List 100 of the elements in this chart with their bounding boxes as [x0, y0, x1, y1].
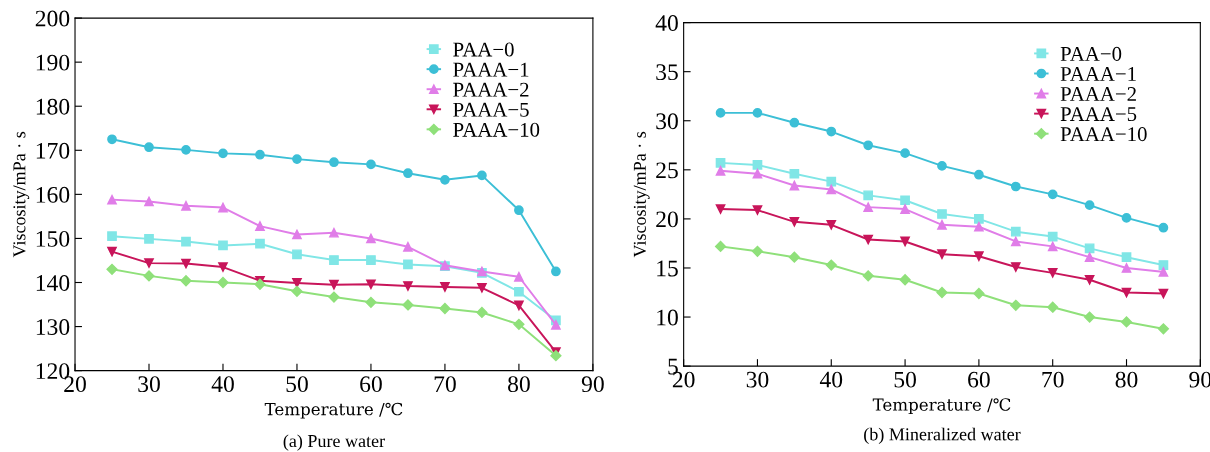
legend-label: PAAA−5	[1060, 107, 1137, 122]
point	[366, 233, 376, 244]
point	[292, 249, 302, 260]
legend-label: PAA−0	[453, 42, 514, 57]
point	[863, 140, 874, 151]
point	[144, 258, 154, 268]
point	[440, 174, 450, 185]
point	[218, 240, 228, 251]
point	[291, 285, 303, 297]
point	[715, 108, 726, 118]
point	[715, 158, 726, 168]
point	[403, 281, 413, 291]
point	[218, 262, 228, 272]
legend-label: PAAA−1	[1060, 67, 1136, 81]
point	[292, 278, 302, 288]
point	[1158, 267, 1169, 277]
point	[1121, 252, 1132, 263]
point	[1121, 263, 1132, 273]
point	[181, 258, 191, 269]
point	[863, 190, 874, 201]
point	[973, 287, 985, 300]
y-tick-label: 200	[35, 10, 70, 27]
x-tick-label: 70	[1042, 371, 1064, 388]
point	[366, 279, 376, 290]
point	[1157, 323, 1170, 335]
point	[789, 117, 800, 128]
point	[144, 196, 154, 207]
point	[1047, 231, 1058, 242]
point	[329, 157, 339, 168]
x-tick-label: 50	[286, 376, 308, 393]
x-tick-label: 30	[746, 371, 769, 388]
point	[1010, 181, 1021, 192]
y-tick-label: 180	[36, 98, 70, 115]
point	[513, 318, 525, 330]
point	[439, 302, 451, 315]
point	[217, 276, 229, 289]
point	[937, 249, 947, 260]
point	[440, 282, 450, 292]
legend-label: PAAA−2	[1060, 87, 1136, 101]
y-tick-label: 30	[656, 113, 678, 130]
point	[403, 241, 413, 252]
point	[900, 148, 910, 158]
point	[752, 160, 763, 170]
text: (b) Mineralized water	[864, 427, 1021, 445]
point	[937, 161, 947, 171]
point	[477, 170, 487, 181]
point	[181, 144, 191, 155]
point	[366, 255, 376, 265]
point	[789, 168, 800, 179]
x-tick-label: 80	[508, 376, 530, 393]
point	[1158, 222, 1169, 233]
point	[365, 296, 377, 308]
point	[752, 108, 763, 118]
point	[218, 202, 228, 213]
y-tick-label: 170	[36, 142, 70, 159]
y-tick-label: 160	[36, 186, 70, 203]
point	[1047, 268, 1058, 278]
point	[862, 270, 874, 282]
point	[826, 184, 837, 195]
point	[974, 251, 984, 262]
y-tick-label: 35	[656, 64, 678, 81]
point	[514, 271, 524, 282]
point	[789, 180, 800, 191]
y-tick-label: 150	[36, 230, 70, 247]
x-tick-label: 90	[581, 376, 604, 393]
point	[107, 194, 117, 205]
point	[255, 238, 265, 249]
y-tick-label: 10	[657, 309, 678, 326]
point	[1120, 316, 1133, 328]
x-tick-label: 60	[360, 376, 382, 393]
point	[1084, 243, 1095, 254]
point	[106, 263, 118, 275]
point	[863, 202, 874, 212]
point	[751, 245, 764, 257]
point	[937, 219, 947, 230]
point	[1010, 236, 1021, 247]
point	[107, 231, 117, 242]
point	[144, 142, 154, 153]
point	[752, 168, 763, 179]
legend-label: PAAA−1	[453, 62, 529, 77]
legend-label: PAAA−10	[1060, 127, 1147, 142]
y-tick-label: 130	[36, 319, 70, 335]
point	[900, 204, 910, 214]
point	[514, 205, 524, 216]
point	[788, 251, 800, 263]
x-tick-label: 30	[138, 376, 160, 393]
point	[826, 176, 837, 187]
point	[1010, 262, 1021, 272]
point	[936, 286, 948, 299]
point	[107, 134, 117, 145]
point	[900, 236, 910, 247]
point	[143, 270, 155, 282]
y-axis-title: Viscosity/mPa · s	[633, 131, 650, 258]
point	[715, 165, 726, 176]
x-tick-label: 80	[1115, 371, 1138, 388]
point	[476, 306, 488, 319]
point	[789, 216, 800, 227]
point	[1010, 226, 1021, 237]
legend-label: PAA−0	[1060, 46, 1122, 61]
point	[255, 221, 265, 231]
